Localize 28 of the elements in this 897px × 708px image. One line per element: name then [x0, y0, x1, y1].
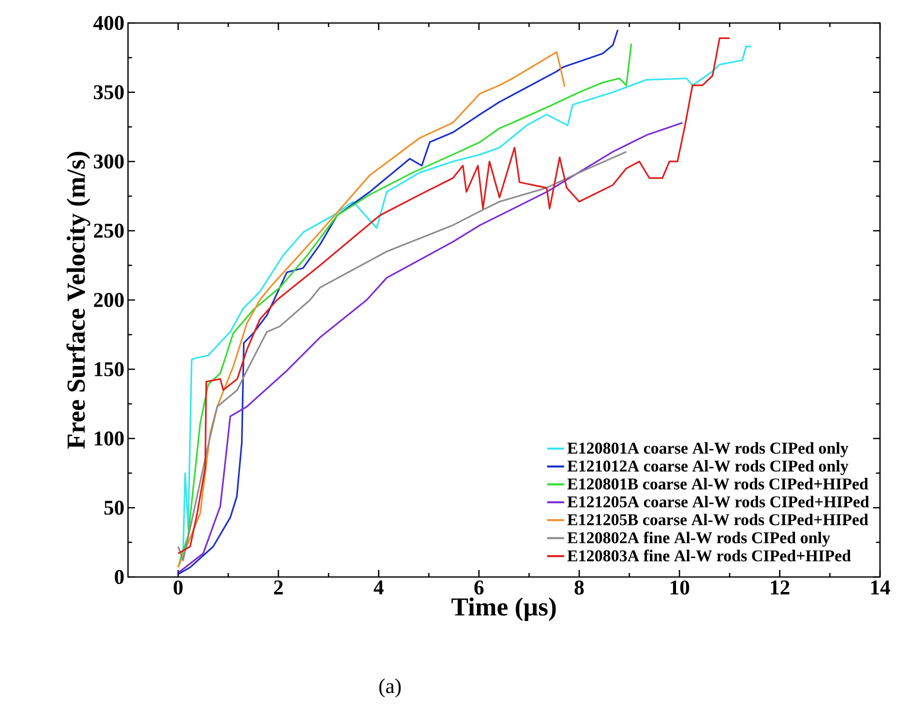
x-tick-label: 6 [474, 580, 484, 595]
y-tick-label: 250 [94, 224, 124, 238]
legend-label: E121012A coarse Al-W rods CIPed only [567, 460, 848, 475]
x-tick-label: 12 [770, 580, 790, 594]
x-tick-label: 14 [871, 580, 890, 594]
y-tick-label: 100 [94, 431, 124, 446]
legend-label: E120801A coarse Al-W rods CIPed only [567, 442, 848, 458]
x-tick-label: 8 [574, 580, 584, 595]
x-tick-label: 10 [670, 580, 690, 595]
line-series [177, 51, 566, 568]
legend-label: E120802A fine Al-W rods CIPed only [567, 532, 830, 547]
x-tick-label: 2 [274, 580, 283, 594]
x-tick-label: 0 [174, 580, 183, 595]
legend-label: E121205A coarse Al-W rods CIPed+HIPed [567, 496, 870, 508]
text: (a) [379, 678, 401, 698]
y-axis-title: Free Surface Velocity (m/s) [66, 152, 90, 449]
legend-label: E121205B coarse Al-W rods CIPed+HIPed [567, 514, 868, 526]
x-axis-title: Time (µs) [452, 597, 556, 621]
y-tick-label: 150 [94, 362, 124, 376]
y-tick-label: 200 [94, 292, 124, 308]
y-tick-label: 400 [93, 16, 124, 30]
y-tick-label: 0 [114, 570, 124, 584]
x-tick-label: 4 [374, 580, 384, 594]
y-tick-label: 350 [94, 85, 124, 100]
legend-label: E120801B coarse Al-W rods CIPed+HIPed [567, 478, 868, 490]
y-tick-label: 50 [104, 500, 124, 515]
legend-label: E120803A fine Al-W rods CIPed+HIPed [567, 550, 851, 562]
y-tick-label: 300 [94, 154, 124, 169]
